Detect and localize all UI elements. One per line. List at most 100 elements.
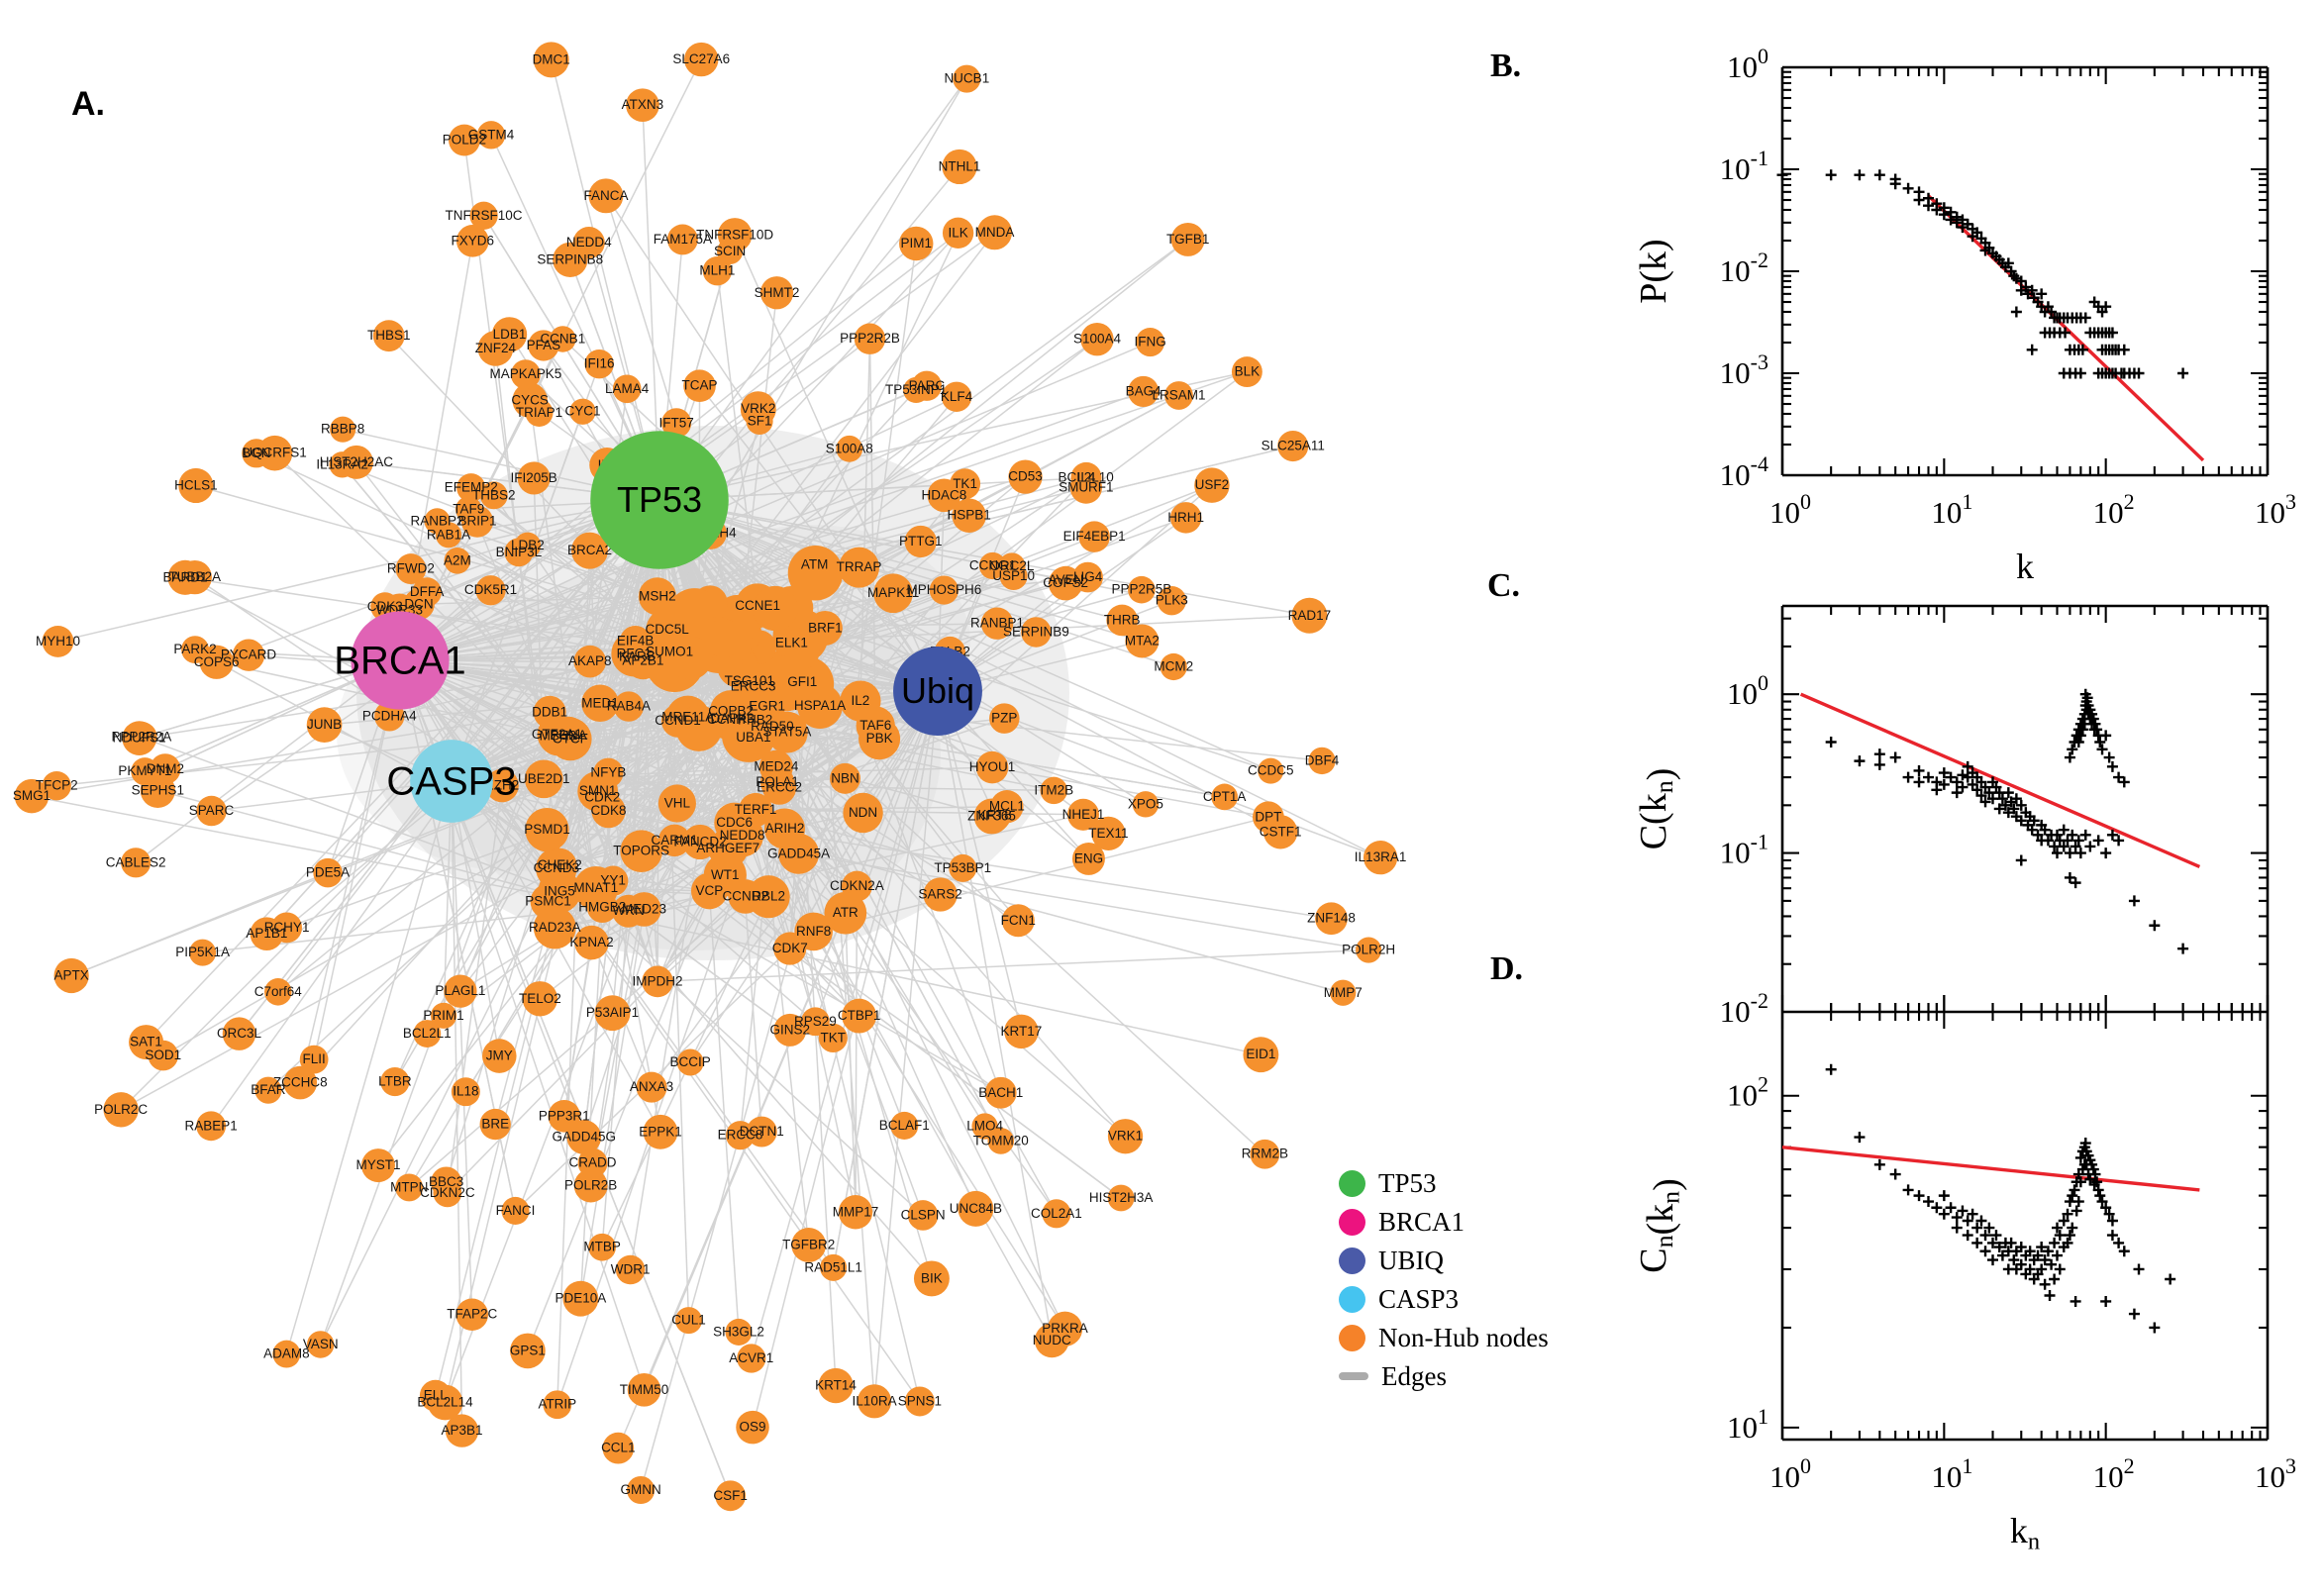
network-node	[620, 830, 662, 872]
gene-label: CSTF1	[1260, 824, 1302, 839]
network-node-labels: NEDD8 KARS PCNA DDB1 CDK2 CCNE1 CCND1 CCND2 CCND…	[13, 51, 1407, 1503]
gene-label: PRIM1	[423, 1008, 463, 1023]
gene-label: IFI205B	[511, 470, 557, 485]
gene-label: ERCC3	[731, 678, 776, 693]
network-node	[549, 717, 592, 761]
network-node	[1160, 652, 1187, 681]
network-node	[271, 912, 302, 944]
gene-label: MED24	[754, 759, 799, 774]
svg-text:103: 103	[2255, 1453, 2296, 1494]
network-node	[445, 1414, 479, 1447]
network-node	[657, 784, 696, 823]
gene-label: BRIP1	[457, 514, 496, 529]
network-node	[533, 906, 576, 949]
gene-label: IFI16	[584, 356, 615, 371]
network-node	[736, 1410, 769, 1445]
gene-label: PCDHA4	[362, 708, 417, 723]
network-node	[737, 1344, 766, 1373]
gene-label: CHEK2	[538, 857, 582, 872]
network-node	[395, 553, 427, 584]
network-node	[818, 1367, 854, 1404]
gene-label: RANBP1	[970, 616, 1024, 631]
network-node	[361, 1148, 395, 1183]
gene-label: SPARC	[189, 803, 235, 818]
network-node	[794, 912, 833, 951]
network-node	[899, 226, 934, 261]
gene-label: ADAM8	[263, 1347, 310, 1361]
gene-label: TAF9	[453, 501, 484, 516]
gene-label: TNFRSF10D	[696, 227, 773, 242]
gene-label: KRT17	[1001, 1024, 1043, 1039]
gene-label: ING5	[544, 883, 575, 898]
network-node	[927, 478, 961, 513]
network-node	[753, 585, 798, 632]
gene-label: POLA1	[756, 774, 799, 789]
gene-label: RPS29	[794, 1014, 837, 1029]
network-node	[1231, 356, 1262, 388]
network-node	[842, 998, 877, 1034]
gene-label: AKAP8	[568, 653, 612, 668]
svg-text:Cn(kn): Cn(kn)	[1633, 1178, 1688, 1273]
gene-label: MMP7	[1324, 985, 1363, 1000]
network-node	[1308, 747, 1336, 775]
network-node	[1066, 798, 1099, 831]
legend-item-tp53: TP53	[1339, 1168, 1549, 1198]
network-node	[444, 547, 471, 574]
network-node	[1164, 381, 1193, 410]
network-node	[430, 1002, 457, 1029]
gene-label: SCIN	[714, 244, 746, 258]
gene-label: IL18	[453, 1084, 478, 1099]
gene-label: AP2B1	[622, 652, 663, 667]
gene-label: FANCD2	[673, 834, 726, 848]
network-node	[424, 508, 451, 535]
network-node	[683, 369, 716, 403]
svg-text:C(kn): C(kn)	[1633, 768, 1681, 850]
gene-label: ANXA3	[630, 1079, 673, 1094]
gene-label: CCNE1	[735, 598, 780, 613]
gene-label: TRIAP1	[516, 405, 562, 420]
network-node	[854, 323, 886, 354]
network-node	[1069, 471, 1103, 504]
gene-label: SMURF1	[1059, 480, 1114, 495]
gene-label: VHL	[664, 795, 691, 810]
gene-label: FLII	[303, 1051, 326, 1066]
network-node	[451, 1077, 480, 1107]
gene-label: TKT	[821, 1030, 847, 1045]
gene-label: VRK1	[1108, 1129, 1143, 1144]
gene-label: S100A4	[1073, 332, 1122, 347]
gene-label: ERCC2	[757, 780, 802, 795]
gene-label: TEX11	[1088, 826, 1128, 841]
network-node	[942, 217, 974, 249]
network-node	[1001, 904, 1035, 938]
network-node	[702, 255, 733, 286]
gene-label: CDK7	[772, 941, 808, 955]
network-node	[778, 655, 835, 712]
gene-label: JUNB	[307, 717, 342, 732]
network-node	[615, 1254, 646, 1285]
gene-label: DMC1	[533, 51, 570, 66]
gene-label: NHEJ1	[1062, 807, 1105, 822]
svg-text:kn: kn	[2010, 1511, 2040, 1554]
network-node	[570, 532, 608, 569]
network-node	[1052, 565, 1080, 595]
network-node	[372, 320, 405, 352]
legend-item-non-hub-nodes: Non-Hub nodes	[1339, 1323, 1549, 1352]
gene-label: AP3B1	[442, 1423, 483, 1438]
gene-label: PSMD1	[524, 822, 570, 837]
network-node	[177, 559, 212, 595]
panel-C: 100 10-1 10-2 C(kn)	[1633, 604, 2270, 1029]
gene-label: CDC5L	[645, 622, 689, 637]
gene-label: PDE5A	[306, 865, 350, 880]
network-node	[431, 1166, 462, 1198]
network-node	[150, 753, 181, 785]
network-node	[836, 435, 863, 462]
gene-label: TCAP	[682, 378, 718, 393]
gene-label: STAT5A	[762, 725, 811, 740]
network-node	[913, 1260, 950, 1297]
network-node	[1106, 604, 1139, 637]
svg-text:100: 100	[1727, 44, 1768, 84]
network-node	[456, 473, 486, 503]
gene-label: NUDC	[1033, 1333, 1071, 1347]
svg-text:10-2: 10-2	[1720, 248, 1768, 288]
gene-label: MCL1	[989, 799, 1025, 814]
